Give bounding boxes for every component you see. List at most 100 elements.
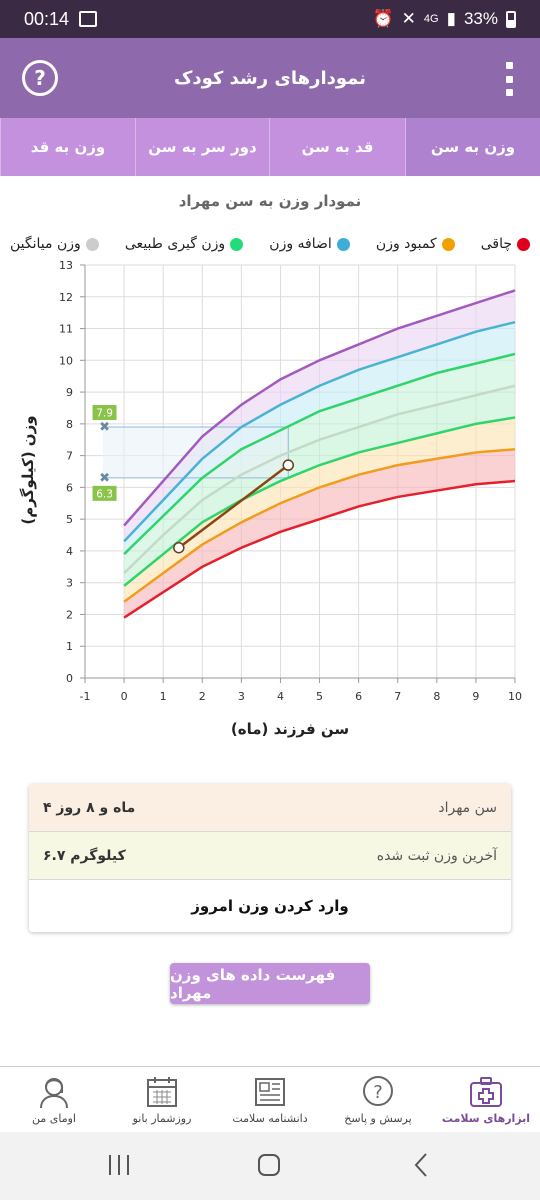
weight-row: ۶.۷ کیلوگرم آخرین وزن ثبت شده: [29, 832, 511, 880]
y-tick-label: 9: [66, 386, 73, 399]
nav-label: اومای من: [32, 1111, 76, 1125]
network-label: 4G: [423, 13, 439, 25]
x-tick-label: 2: [199, 690, 206, 703]
y-tick-label: 5: [66, 513, 73, 526]
age-value: ۴ ماه و ۸ روز: [43, 799, 136, 816]
tab-height-age[interactable]: قد به سن: [269, 118, 405, 176]
child-weight-point: [173, 541, 185, 554]
y-tick-label: 8: [66, 418, 73, 431]
series-line-p50: [123, 384, 516, 575]
reference-label-bg-upper: [92, 405, 117, 421]
reference-label-upper: 7.9: [96, 408, 113, 420]
system-nav-bar: [0, 1132, 540, 1200]
y-tick-label: 7: [66, 450, 73, 463]
band-area: [124, 322, 515, 555]
nav-qa[interactable]: ? پرسش و پاسخ: [330, 1067, 426, 1132]
question-circle-icon[interactable]: ?: [22, 60, 58, 96]
app-bar: ? نمودارهای رشد کودک: [0, 38, 540, 118]
age-row: ۴ ماه و ۸ روز سن مهراد: [29, 784, 511, 832]
nav-label: ابزارهای سلامت: [441, 1111, 531, 1125]
status-time: 00:14: [24, 8, 70, 29]
gallery-icon: [79, 11, 98, 27]
x-tick-label: 3: [238, 690, 245, 703]
series-line-p97: [123, 289, 516, 527]
legend-item-average: وزن میانگین: [10, 232, 99, 256]
x-tick-label: 1: [160, 690, 167, 703]
chart-tabs: وزن به سن قد به سن دور سر به سن وزن به ق…: [0, 118, 540, 176]
battery-icon: [506, 10, 516, 28]
svg-text:?: ?: [373, 1082, 383, 1103]
legend-dot: [85, 237, 99, 251]
first-aid-kit-icon: [469, 1075, 503, 1109]
x-tick-label: 6: [355, 690, 362, 703]
x-tick-label: 9: [472, 690, 479, 703]
band-area: [124, 449, 515, 618]
weight-label: آخرین وزن ثبت شده: [376, 847, 497, 864]
tab-weight-height[interactable]: وزن به قد: [0, 118, 135, 176]
series-line-p25: [123, 416, 516, 587]
weight-list-button[interactable]: فهرست داده های وزن مهراد: [170, 963, 370, 1004]
calendar-icon: [145, 1075, 179, 1109]
y-axis-label-wrap: وزن (کیلوگرم): [8, 400, 48, 540]
y-tick-label: 1: [66, 640, 73, 653]
series-line-p15: [123, 448, 516, 603]
nav-encyclopedia[interactable]: دانشنامه سلامت: [222, 1067, 318, 1132]
back-icon[interactable]: [402, 1150, 442, 1180]
x-axis-label: سن فرزند (ماه): [230, 720, 350, 738]
tab-weight-age[interactable]: وزن به سن: [405, 118, 540, 176]
y-tick-label: 6: [66, 481, 73, 494]
newspaper-icon: [253, 1075, 287, 1109]
weight-value: ۶.۷ کیلوگرم: [43, 847, 126, 864]
enter-weight-button[interactable]: وارد کردن وزن امروز: [29, 880, 511, 932]
reference-marker-upper: ✖: [99, 420, 110, 435]
age-label: سن مهراد: [438, 799, 497, 816]
status-bar: 00:14 ⏰ ✕ 4G ▮ 33%: [0, 0, 540, 38]
x-tick-label: 5: [316, 690, 323, 703]
info-card: ۴ ماه و ۸ روز سن مهراد ۶.۷ کیلوگرم آخرین…: [29, 784, 511, 932]
band-area: [124, 417, 515, 602]
x-tick-label: 0: [121, 690, 128, 703]
reference-band: [103, 427, 289, 478]
nav-label: روزشمار بانو: [132, 1111, 192, 1125]
x-tick-label: -1: [80, 690, 91, 703]
x-tick-label: 4: [277, 690, 284, 703]
mute-icon: ✕: [401, 9, 416, 28]
nav-calendar[interactable]: روزشمار بانو: [114, 1067, 210, 1132]
legend-item-overweight: اضافه وزن: [269, 232, 350, 256]
tab-head-age[interactable]: دور سر به سن: [135, 118, 269, 176]
page-title: نمودارهای رشد کودک: [173, 67, 367, 89]
legend-label: وزن میانگین: [10, 236, 81, 252]
nav-profile[interactable]: اومای من: [6, 1067, 102, 1132]
legend-label: چاقی: [480, 236, 512, 252]
legend-label: اضافه وزن: [269, 236, 332, 252]
legend-item-obese: چاقی: [481, 232, 530, 256]
home-icon[interactable]: [250, 1150, 290, 1180]
more-vertical-icon[interactable]: [504, 62, 514, 96]
band-area: [124, 290, 515, 542]
recent-apps-icon[interactable]: [100, 1150, 140, 1180]
battery-percent: 33%: [463, 9, 498, 28]
y-tick-label: 2: [66, 608, 73, 621]
child-weight-line: [178, 464, 290, 549]
series-line-p75: [123, 352, 516, 555]
nav-health-tools[interactable]: ابزارهای سلامت: [438, 1067, 534, 1132]
signal-icon: ▮: [446, 9, 456, 28]
reference-label-bg-lower: [92, 485, 117, 501]
legend-dot: [441, 237, 455, 251]
series-line-p85: [123, 320, 516, 543]
y-tick-label: 12: [59, 291, 73, 304]
y-tick-label: 11: [59, 323, 73, 336]
x-tick-label: 7: [394, 690, 401, 703]
x-tick-label: 8: [433, 690, 440, 703]
legend-item-normal: وزن گیری طبیعی: [124, 232, 244, 256]
chart-legend: چاقی کمبود وزن اضافه وزن وزن گیری طبیعی …: [10, 232, 530, 256]
chart-title: نمودار وزن به سن مهراد: [178, 192, 362, 210]
legend-label: وزن گیری طبیعی: [124, 236, 226, 252]
y-tick-label: 3: [66, 577, 73, 590]
y-tick-label: 0: [66, 672, 73, 685]
nav-label: پرسش و پاسخ: [344, 1111, 412, 1125]
nav-label: دانشنامه سلامت: [232, 1111, 308, 1125]
y-tick-label: 4: [66, 545, 73, 558]
y-axis-label: وزن (کیلوگرم): [19, 415, 37, 525]
